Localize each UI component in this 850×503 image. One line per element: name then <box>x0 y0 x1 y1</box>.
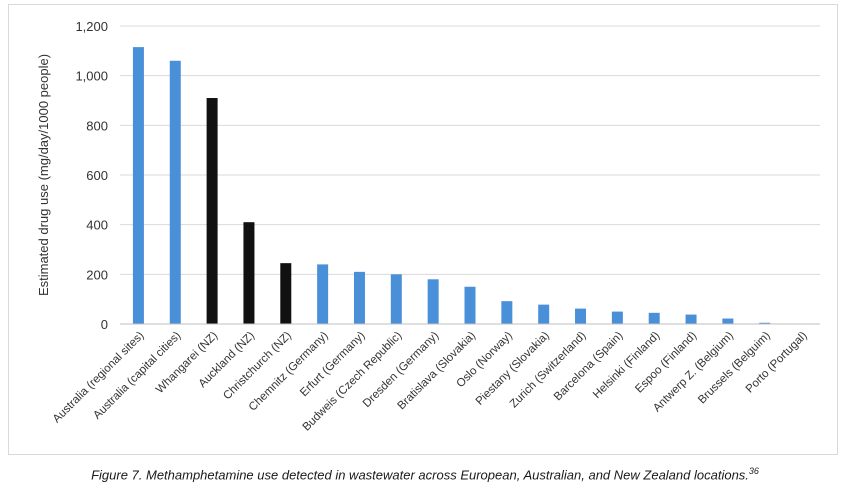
bar <box>575 308 587 324</box>
y-tick-label: 1,200 <box>75 19 108 34</box>
caption-superscript: 36 <box>748 466 759 476</box>
x-tick-label: Brussels (Belguim) <box>696 330 773 407</box>
bar <box>538 304 550 324</box>
gridlines <box>120 25 820 275</box>
y-axis-label: Estimated drug use (mg/day/1000 people) <box>36 54 51 296</box>
y-tick-label: 1,000 <box>75 69 108 84</box>
bar <box>206 98 218 325</box>
bar <box>390 274 402 324</box>
y-tick-label: 200 <box>86 267 108 282</box>
bar <box>685 314 697 324</box>
bar <box>648 312 660 324</box>
x-tick-label: Barcelona (Spain) <box>552 330 626 404</box>
bar <box>353 271 365 324</box>
bar <box>611 311 623 324</box>
figure-caption: Figure 7. Methamphetamine use detected i… <box>0 466 850 482</box>
bar <box>243 222 255 324</box>
caption-text: Figure 7. Methamphetamine use detected i… <box>91 467 749 483</box>
bars <box>132 47 771 325</box>
bar <box>280 263 292 324</box>
x-tick-label: Christchurch (NZ) <box>221 330 294 403</box>
x-tick-label: Helsinki (Finland) <box>591 330 662 401</box>
chart-frame <box>8 4 838 455</box>
bar <box>501 301 513 324</box>
x-tick-label: Erfurt (Germany) <box>298 330 368 400</box>
bar <box>132 47 144 324</box>
bar <box>427 279 439 324</box>
x-axis-labels: Australia (regional sites)Australia (cap… <box>51 330 810 434</box>
y-tick-label: 0 <box>101 317 108 332</box>
y-tick-label: 400 <box>86 218 108 233</box>
y-tick-label: 600 <box>86 168 108 183</box>
bar-chart: 0 200 400 600 800 1,000 1,200 Australia (regio… <box>36 19 820 434</box>
bar <box>759 322 771 324</box>
bar <box>464 286 476 324</box>
bar <box>317 264 329 324</box>
y-tick-label: 800 <box>86 118 108 133</box>
bar <box>169 60 181 325</box>
y-axis-ticks: 0 200 400 600 800 1,000 1,200 <box>75 19 108 332</box>
bar <box>722 318 734 324</box>
